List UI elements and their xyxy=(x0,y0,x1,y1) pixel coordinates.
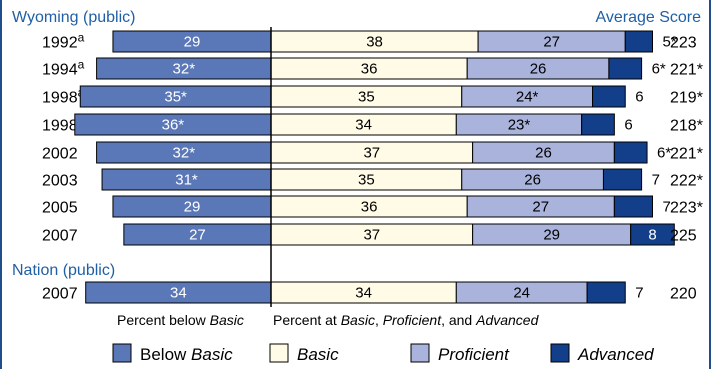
legend-swatch-proficient xyxy=(410,343,430,363)
bar-advanced xyxy=(602,168,643,191)
label-proficient: 26 xyxy=(524,172,541,189)
label-below-basic: 32* xyxy=(173,145,196,162)
average-score-value: 221* xyxy=(670,146,703,163)
year-label: 1994a xyxy=(42,58,85,79)
label-below-basic: 36* xyxy=(162,117,185,134)
legend-swatch-below-basic xyxy=(112,343,132,363)
average-score-value: 220 xyxy=(670,286,697,303)
legend-label-proficient: Proficient xyxy=(438,345,510,364)
label-advanced: 7 xyxy=(663,199,671,216)
year-label: 1992a xyxy=(42,31,85,52)
label-basic: 34 xyxy=(355,285,372,302)
year-label: 1998a xyxy=(42,86,85,107)
bar-advanced xyxy=(613,141,648,164)
group-title: Wyoming (public) xyxy=(12,9,135,26)
average-score-value: 218* xyxy=(670,118,703,135)
label-below-basic: 35* xyxy=(164,89,187,106)
bar-advanced xyxy=(630,223,675,246)
label-advanced: 6 xyxy=(635,89,643,106)
legend-swatch-advanced xyxy=(550,343,570,363)
label-advanced: 6* xyxy=(652,61,666,78)
bar-advanced xyxy=(613,195,653,218)
axis-label-right: Percent at Basic, Proficient, and Advanc… xyxy=(273,312,540,328)
bar-advanced xyxy=(608,57,643,80)
bar-advanced xyxy=(624,30,653,53)
label-advanced: 7 xyxy=(635,285,643,302)
label-basic: 35 xyxy=(358,89,375,106)
label-basic: 36 xyxy=(361,61,378,78)
label-below-basic: 31* xyxy=(175,172,198,189)
average-score-value: 225 xyxy=(670,228,697,245)
label-advanced: 5* xyxy=(663,34,677,51)
label-basic: 37 xyxy=(363,145,380,162)
label-basic: 38 xyxy=(366,34,383,51)
average-score-value: 223 xyxy=(670,35,697,52)
average-score-value: 219* xyxy=(670,90,703,107)
legend-label-basic: Basic xyxy=(297,345,339,364)
label-advanced: 6* xyxy=(657,145,671,162)
average-score-value: 222* xyxy=(670,173,703,190)
label-basic: 34 xyxy=(355,117,372,134)
label-advanced: 8 xyxy=(648,227,656,244)
year-label: 1998 xyxy=(42,118,78,135)
label-proficient: 24* xyxy=(516,89,539,106)
label-proficient: 23* xyxy=(508,117,531,134)
year-label: 2002 xyxy=(42,146,78,163)
legend-label-advanced: Advanced xyxy=(577,345,654,364)
label-basic: 35 xyxy=(358,172,375,189)
label-proficient: 26 xyxy=(530,61,547,78)
label-below-basic: 29 xyxy=(184,199,201,216)
label-proficient: 24 xyxy=(513,285,530,302)
label-proficient: 27 xyxy=(532,199,549,216)
average-score-header: Average Score xyxy=(595,9,701,26)
average-score-value: 221* xyxy=(670,62,703,79)
label-below-basic: 32* xyxy=(173,61,196,78)
legend-swatch-basic xyxy=(269,343,289,363)
legend-label-below-basic: Below Basic xyxy=(140,345,233,364)
label-advanced: 7 xyxy=(652,172,660,189)
year-label: 2003 xyxy=(42,173,78,190)
bar-advanced xyxy=(592,85,626,108)
label-basic: 37 xyxy=(363,227,380,244)
bar-advanced xyxy=(586,281,626,304)
group-title: Nation (public) xyxy=(12,262,115,279)
label-proficient: 27 xyxy=(543,34,560,51)
year-label: 2007 xyxy=(42,286,78,303)
label-below-basic: 29 xyxy=(184,34,201,51)
label-proficient: 26 xyxy=(535,145,552,162)
label-below-basic: 34 xyxy=(170,285,187,302)
axis-label-left: Percent below Basic xyxy=(117,312,244,328)
bar-advanced xyxy=(581,113,615,136)
year-label: 2007 xyxy=(42,228,78,245)
label-advanced: 6 xyxy=(624,117,632,134)
label-basic: 36 xyxy=(361,199,378,216)
label-below-basic: 27 xyxy=(189,227,206,244)
year-label: 2005 xyxy=(42,200,78,217)
average-score-value: 223* xyxy=(670,200,703,217)
label-proficient: 29 xyxy=(543,227,560,244)
